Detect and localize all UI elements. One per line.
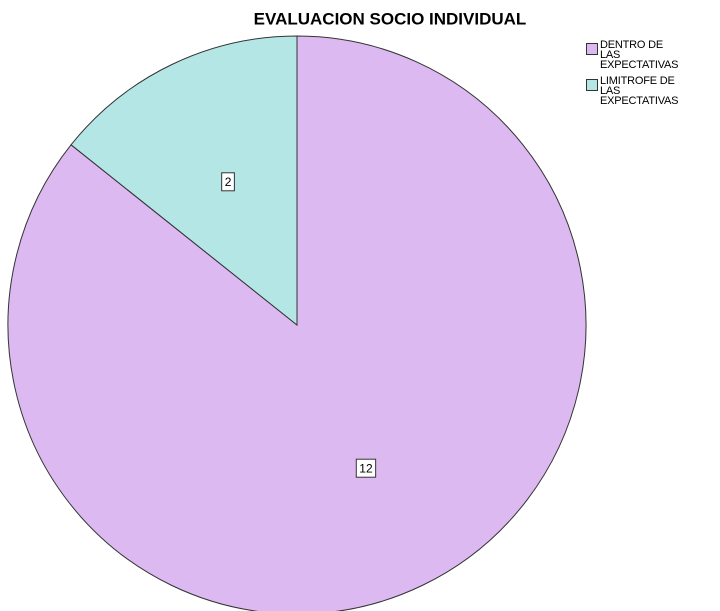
legend: DENTRO DE LAS EXPECTATIVAS LIMITROFE DE L… (586, 40, 720, 112)
legend-swatch (586, 79, 598, 91)
chart-title: EVALUACION SOCIO INDIVIDUAL (254, 9, 527, 28)
legend-swatch (586, 43, 598, 55)
legend-label: DENTRO DE LAS EXPECTATIVAS (600, 39, 679, 71)
data-label: 12 (359, 461, 373, 475)
data-label-box (221, 172, 235, 192)
legend-item: LIMITROFE DE LAS EXPECTATIVAS (586, 75, 720, 107)
data-label: 2 (225, 175, 232, 189)
legend-item: DENTRO DE LAS EXPECTATIVAS (586, 39, 720, 71)
legend-label: LIMITROFE DE LAS EXPECTATIVAS (600, 75, 679, 107)
pie-slice (70, 35, 298, 327)
data-label-box (355, 458, 377, 478)
